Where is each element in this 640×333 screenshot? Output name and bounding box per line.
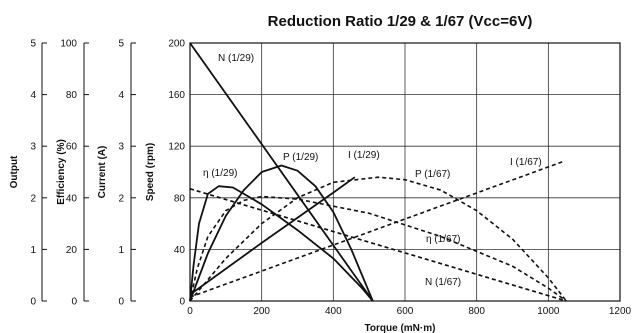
y-tick-label: 40 [66, 193, 78, 204]
y-tick-label: 20 [66, 245, 78, 256]
y-tick-label: 0 [118, 297, 124, 308]
y-tick-label: 2 [118, 193, 124, 204]
series-labels: N (1/29) P (1/29) η (1/29) I (1/29) N (1/67)… [203, 53, 542, 288]
y-tick-label: 3 [118, 142, 124, 153]
tick-labels: 0 200 400 600 800 1000 12000408012016020001234… [30, 39, 631, 318]
x-tick-label: 1200 [609, 306, 632, 317]
y-tick-label: 120 [168, 142, 185, 153]
y-tick-label: 4 [118, 90, 124, 101]
y-tick-label: 0 [71, 297, 77, 308]
x-tick-label: 800 [468, 306, 485, 317]
x-tick-label: 400 [325, 306, 342, 317]
output-curve-1-29 [189, 164, 374, 302]
efficiency-curve-1-67 [189, 195, 567, 302]
output-curve-1-67 [189, 176, 567, 302]
x-tick-label: 200 [253, 306, 270, 317]
y-tick-label: 1 [30, 245, 36, 256]
plot-frame [189, 42, 621, 302]
current-line-1-67 [189, 160, 563, 298]
label-i-1-67: I (1/67) [510, 157, 542, 168]
efficiency-curve-1-29 [189, 185, 374, 302]
y-tick-label: 60 [66, 142, 78, 153]
x-tick-label: 600 [397, 306, 414, 317]
speed-line-1-29 [189, 42, 374, 302]
chart-title: Reduction Ratio 1/29 & 1/67 (Vcc=6V) [268, 13, 533, 30]
label-n-1-67: N (1/67) [425, 277, 461, 288]
label-n-1-29: N (1/29) [218, 53, 254, 64]
current-axis-label: Current (A) [97, 146, 108, 199]
label-eta-1-29: η (1/29) [203, 168, 237, 179]
efficiency-axis-label: Efficiency (%) [56, 139, 67, 205]
y-tick-label: 5 [118, 39, 124, 50]
label-eta-1-67: η (1/67) [426, 234, 460, 245]
x-tick-label: 0 [187, 306, 193, 317]
axes [41, 42, 136, 302]
y-tick-label: 40 [174, 245, 186, 256]
label-i-1-29: I (1/29) [348, 150, 380, 161]
y-tick-label: 80 [66, 90, 78, 101]
y-tick-label: 100 [60, 39, 77, 50]
current-line-1-29 [189, 176, 356, 296]
y-tick-label: 0 [179, 297, 185, 308]
y-tick-label: 160 [168, 90, 185, 101]
x-axis-label: Torque (mN·m) [365, 323, 436, 333]
y-tick-label: 2 [30, 193, 36, 204]
x-tick-label: 1000 [537, 306, 560, 317]
label-p-1-67: P (1/67) [415, 169, 450, 180]
y-tick-label: 3 [30, 142, 36, 153]
y-tick-label: 1 [118, 245, 124, 256]
y-tick-label: 80 [174, 193, 186, 204]
y-tick-label: 5 [30, 39, 36, 50]
speed-axis-label: Speed (rpm) [145, 143, 156, 201]
y-tick-label: 4 [30, 90, 36, 101]
output-axis-label: Output [9, 155, 20, 188]
data-series [189, 42, 567, 302]
y-tick-label: 200 [168, 39, 185, 50]
label-p-1-29: P (1/29) [283, 152, 318, 163]
plot-grid [189, 42, 621, 302]
y-tick-label: 0 [30, 297, 36, 308]
speed-line-1-67 [189, 188, 567, 302]
